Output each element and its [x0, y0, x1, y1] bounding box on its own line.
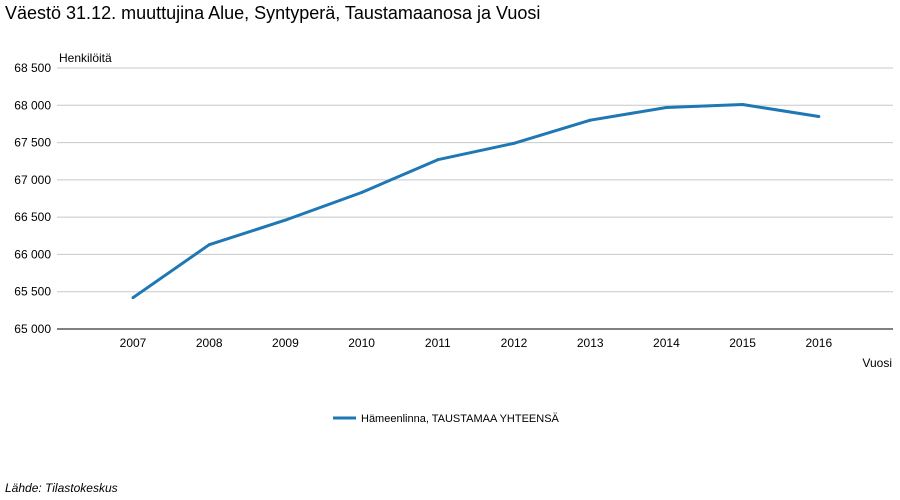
x-tick-label: 2009 — [272, 336, 299, 350]
x-tick-label: 2015 — [729, 336, 756, 350]
y-tick-label: 67 000 — [14, 173, 51, 187]
x-tick-label: 2010 — [348, 336, 375, 350]
y-axis-label: Henkilöitä — [59, 51, 112, 65]
y-tick-label: 65 000 — [14, 322, 51, 336]
data-point — [512, 141, 516, 145]
x-tick-label: 2011 — [425, 336, 451, 350]
data-point — [360, 191, 364, 195]
y-tick-label: 65 500 — [14, 285, 51, 299]
series-line — [132, 103, 820, 299]
x-tick-label: 2013 — [577, 336, 604, 350]
data-point — [588, 118, 592, 122]
data-point — [741, 103, 745, 107]
y-tick-label: 67 500 — [14, 136, 51, 150]
x-tick-label: 2007 — [120, 336, 147, 350]
y-tick-label: 66 000 — [14, 247, 51, 261]
x-tick-label: 2014 — [653, 336, 680, 350]
x-axis-label: Vuosi — [862, 356, 892, 370]
legend-label: Hämeenlinna, TAUSTAMAA YHTEENSÄ — [361, 413, 560, 425]
y-tick-label: 68 000 — [14, 98, 51, 112]
x-tick-label: 2012 — [501, 336, 528, 350]
chart-title: Väestö 31.12. muuttujina Alue, Syntyperä… — [5, 3, 541, 23]
x-tick-label: 2016 — [805, 336, 832, 350]
y-tick-label: 68 500 — [14, 61, 51, 75]
y-tick-label: 66 500 — [14, 210, 51, 224]
x-tick-label: 2008 — [196, 336, 223, 350]
data-point — [283, 218, 287, 222]
data-point — [817, 114, 821, 118]
data-point — [664, 106, 668, 110]
source-note: Lähde: Tilastokeskus — [5, 481, 118, 495]
data-point — [207, 243, 211, 247]
data-point — [436, 158, 440, 162]
data-point — [131, 296, 135, 300]
